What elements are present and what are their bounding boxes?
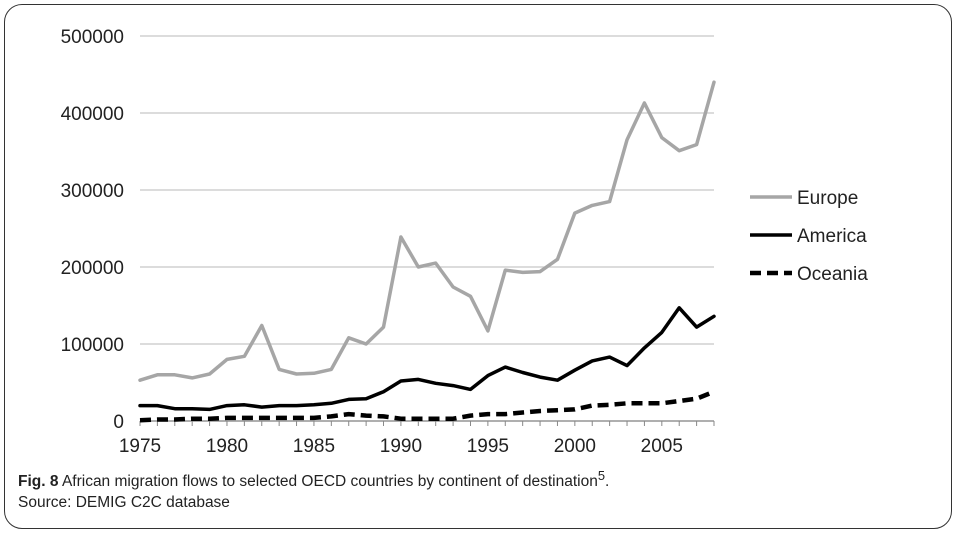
y-tick-label-2: 200000 xyxy=(61,258,124,279)
caption-text: African migration flows to selected OECD… xyxy=(61,473,598,491)
x-tick-label-2: 1985 xyxy=(293,436,335,457)
x-tick-label-1: 1980 xyxy=(206,436,248,457)
y-tick-label-1: 100000 xyxy=(61,335,124,356)
figure-caption: Fig. 8 African migration flows to select… xyxy=(18,465,938,513)
x-tick-label-5: 2000 xyxy=(554,436,596,457)
x-axis-ticks: 1975 1980 1985 1990 1995 2000 2005 xyxy=(119,420,715,457)
caption-end-mark: . xyxy=(605,473,610,491)
y-tick-label-4: 400000 xyxy=(61,104,124,125)
figure-label: Fig. 8 xyxy=(18,473,59,491)
legend-label-oceania: Oceania xyxy=(797,264,868,285)
y-tick-label-5: 500000 xyxy=(61,27,124,48)
legend: Europe America Oceania xyxy=(750,188,868,285)
y-tick-label-0: 0 xyxy=(113,412,124,433)
series-line-oceania xyxy=(139,389,715,423)
x-tick-label-6: 2005 xyxy=(641,436,683,457)
x-tick-label-4: 1995 xyxy=(467,436,509,457)
legend-label-america: America xyxy=(797,226,867,247)
caption-source: Source: DEMIG C2C database xyxy=(18,494,230,512)
y-axis-ticks: 0 100000 200000 300000 400000 500000 xyxy=(61,27,124,433)
caption-superscript: 5 xyxy=(597,468,606,483)
x-tick-label-0: 1975 xyxy=(119,436,161,457)
x-tick-label-3: 1990 xyxy=(380,436,422,457)
y-tick-label-3: 300000 xyxy=(61,181,124,202)
legend-label-europe: Europe xyxy=(797,188,858,209)
series-line-america xyxy=(138,306,716,412)
series-lines xyxy=(138,80,716,423)
series-line-europe xyxy=(138,80,716,382)
